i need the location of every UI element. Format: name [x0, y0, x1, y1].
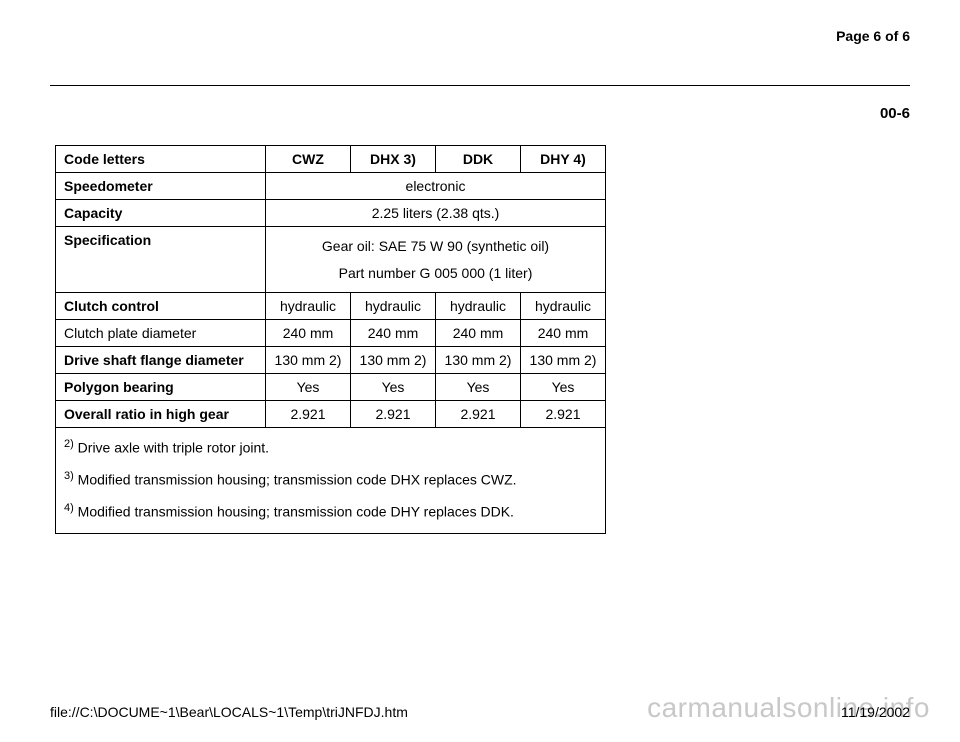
overall-c4: 2.921	[521, 401, 606, 428]
footer-date: 11/19/2002	[841, 704, 910, 720]
clutch-plate-c4: 240 mm	[521, 320, 606, 347]
clutch-plate-c2: 240 mm	[351, 320, 436, 347]
footnote-3-text: Modified transmission housing; transmiss…	[74, 472, 517, 488]
table-header-row: Code letters CWZ DHX 3) DDK DHY 4)	[56, 146, 606, 173]
footnote-4: 4) Modified transmission housing; transm…	[64, 502, 597, 520]
specification-value: Gear oil: SAE 75 W 90 (synthetic oil) Pa…	[266, 227, 606, 293]
footnote-4-sup: 4)	[64, 502, 74, 514]
row-specification: Specification Gear oil: SAE 75 W 90 (syn…	[56, 227, 606, 293]
clutch-plate-c1: 240 mm	[266, 320, 351, 347]
footnote-2-text: Drive axle with triple rotor joint.	[74, 440, 269, 456]
footnote-4-text: Modified transmission housing; transmiss…	[74, 503, 514, 519]
footnotes-cell: 2) Drive axle with triple rotor joint. 3…	[56, 428, 606, 534]
row-clutch-control: Clutch control hydraulic hydraulic hydra…	[56, 293, 606, 320]
overall-c2: 2.921	[351, 401, 436, 428]
footer-path: file://C:\DOCUME~1\Bear\LOCALS~1\Temp\tr…	[50, 704, 408, 720]
clutch-control-c4: hydraulic	[521, 293, 606, 320]
row-capacity: Capacity 2.25 liters (2.38 qts.)	[56, 200, 606, 227]
drive-shaft-c3: 130 mm 2)	[436, 347, 521, 374]
clutch-control-c3: hydraulic	[436, 293, 521, 320]
polygon-c4: Yes	[521, 374, 606, 401]
col-label-header: Code letters	[56, 146, 266, 173]
drive-shaft-c4: 130 mm 2)	[521, 347, 606, 374]
polygon-c2: Yes	[351, 374, 436, 401]
footnote-2-sup: 2)	[64, 438, 74, 450]
row-drive-shaft: Drive shaft flange diameter 130 mm 2) 13…	[56, 347, 606, 374]
col-ddk: DDK	[436, 146, 521, 173]
polygon-c3: Yes	[436, 374, 521, 401]
speedometer-label: Speedometer	[56, 173, 266, 200]
header-divider	[50, 85, 910, 86]
page-number-top: Page 6 of 6	[836, 28, 910, 44]
spec-line2: Part number G 005 000 (1 liter)	[274, 260, 597, 287]
row-speedometer: Speedometer electronic	[56, 173, 606, 200]
polygon-c1: Yes	[266, 374, 351, 401]
capacity-label: Capacity	[56, 200, 266, 227]
col-dhy: DHY 4)	[521, 146, 606, 173]
specification-table: Code letters CWZ DHX 3) DDK DHY 4) Speed…	[55, 145, 606, 534]
clutch-control-label: Clutch control	[56, 293, 266, 320]
clutch-plate-label: Clutch plate diameter	[56, 320, 266, 347]
clutch-plate-c3: 240 mm	[436, 320, 521, 347]
spec-line1: Gear oil: SAE 75 W 90 (synthetic oil)	[274, 233, 597, 260]
speedometer-value: electronic	[266, 173, 606, 200]
specification-label: Specification	[56, 227, 266, 293]
footnote-3: 3) Modified transmission housing; transm…	[64, 470, 597, 488]
section-number: 00-6	[880, 105, 910, 122]
drive-shaft-label: Drive shaft flange diameter	[56, 347, 266, 374]
col-cwz: CWZ	[266, 146, 351, 173]
overall-c3: 2.921	[436, 401, 521, 428]
footnote-3-sup: 3)	[64, 470, 74, 482]
overall-label: Overall ratio in high gear	[56, 401, 266, 428]
drive-shaft-c1: 130 mm 2)	[266, 347, 351, 374]
capacity-value: 2.25 liters (2.38 qts.)	[266, 200, 606, 227]
row-overall: Overall ratio in high gear 2.921 2.921 2…	[56, 401, 606, 428]
clutch-control-c1: hydraulic	[266, 293, 351, 320]
row-clutch-plate: Clutch plate diameter 240 mm 240 mm 240 …	[56, 320, 606, 347]
col-dhx: DHX 3)	[351, 146, 436, 173]
overall-c1: 2.921	[266, 401, 351, 428]
row-footnotes: 2) Drive axle with triple rotor joint. 3…	[56, 428, 606, 534]
drive-shaft-c2: 130 mm 2)	[351, 347, 436, 374]
row-polygon: Polygon bearing Yes Yes Yes Yes	[56, 374, 606, 401]
polygon-label: Polygon bearing	[56, 374, 266, 401]
clutch-control-c2: hydraulic	[351, 293, 436, 320]
footnote-2: 2) Drive axle with triple rotor joint.	[64, 438, 597, 456]
